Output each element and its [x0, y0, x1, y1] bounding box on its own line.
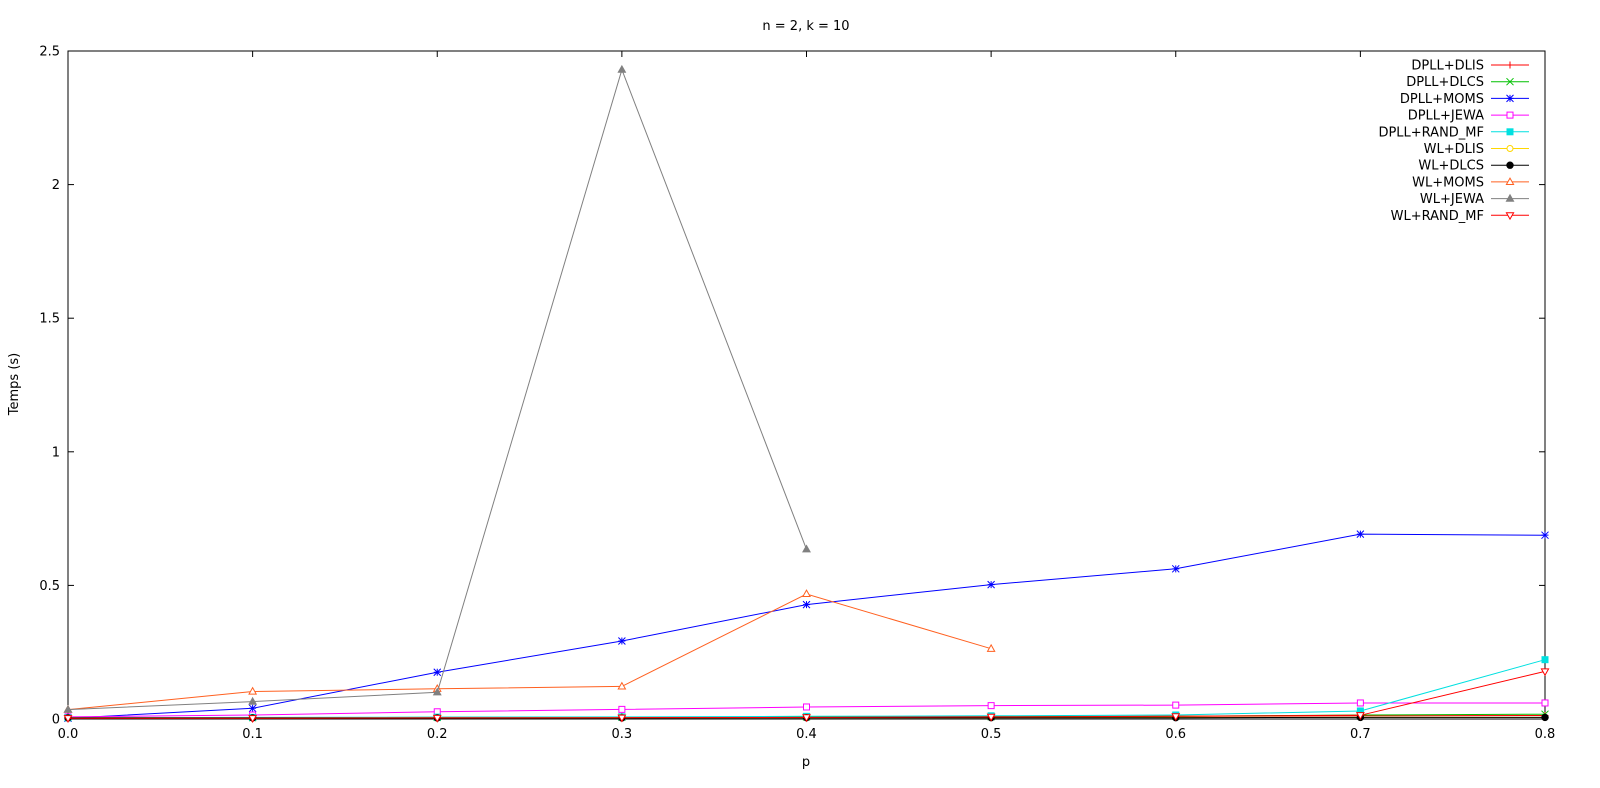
series-layer — [63, 64, 1550, 724]
legend-entry: DPLL+MOMS — [1400, 92, 1529, 107]
data-point — [618, 705, 626, 713]
data-point — [248, 704, 257, 713]
legend-marker — [1506, 77, 1514, 86]
data-point — [432, 687, 442, 696]
data-point — [248, 696, 258, 705]
legend-label: DPLL+MOMS — [1400, 92, 1484, 107]
legend-label: WL+DLIS — [1424, 142, 1484, 157]
legend-label: WL+MOMS — [1412, 175, 1484, 190]
x-tick-label: 0.3 — [612, 727, 633, 742]
series-dpll-moms — [64, 530, 1549, 723]
legend-entry: WL+RAND_MF — [1391, 209, 1529, 224]
x-axis-label: p — [802, 755, 810, 770]
y-tick-label: 0 — [52, 713, 60, 728]
x-tick-label: 0.0 — [58, 727, 79, 742]
legend-marker — [1505, 212, 1515, 221]
x-tick-label: 0.5 — [981, 727, 1002, 742]
data-point — [1171, 564, 1180, 573]
legend-entry: DPLL+RAND_MF — [1378, 125, 1529, 140]
legend-label: WL+DLCS — [1418, 159, 1484, 174]
data-point — [987, 702, 995, 710]
data-point — [63, 704, 73, 713]
y-tick-label: 1.5 — [39, 312, 60, 327]
legend-label: DPLL+DLCS — [1406, 75, 1484, 90]
y-tick-label: 2 — [52, 178, 60, 193]
data-point — [617, 64, 627, 73]
data-point — [63, 715, 73, 724]
series-dpll-rand-mf — [64, 656, 1549, 722]
data-point — [1541, 699, 1549, 707]
data-point — [432, 714, 442, 723]
legend-entry: WL+JEWA — [1420, 192, 1529, 207]
series-line — [67, 593, 992, 711]
x-tick-label: 0.2 — [427, 727, 448, 742]
data-point — [987, 580, 995, 589]
legend-marker — [1506, 111, 1514, 119]
legend-entry: WL+DLCS — [1418, 159, 1529, 174]
plot-border — [67, 50, 1546, 720]
legend-label: DPLL+DLIS — [1411, 59, 1484, 74]
legend-marker — [1506, 161, 1514, 169]
data-point — [248, 715, 258, 724]
y-tick-label: 0.5 — [39, 579, 60, 594]
data-point — [802, 544, 811, 553]
data-point — [1541, 656, 1549, 664]
data-point — [1541, 713, 1549, 722]
series-wl-rand-mf — [63, 668, 1550, 724]
legend-label: WL+JEWA — [1420, 192, 1484, 207]
x-tick-label: 0.4 — [796, 727, 817, 742]
legend-entry: DPLL+DLIS — [1411, 59, 1529, 74]
y-tick-label: 1 — [52, 445, 60, 460]
data-point — [803, 703, 810, 711]
x-tick-label: 0.7 — [1350, 727, 1371, 742]
legend-marker — [1506, 145, 1514, 152]
legend-marker — [1506, 128, 1514, 136]
x-tick-label: 0.8 — [1535, 727, 1556, 742]
data-point — [617, 681, 627, 690]
series-wl-moms — [63, 589, 996, 713]
series-line — [67, 68, 807, 711]
data-point — [248, 686, 258, 695]
data-point — [1540, 668, 1550, 677]
legend-marker — [1506, 61, 1514, 69]
y-axis-ticks: 0 0.5 1 1.5 2 2.5 — [39, 45, 1545, 728]
data-point — [1356, 699, 1364, 707]
legend-marker — [1505, 193, 1515, 202]
legend-label: DPLL+JEWA — [1408, 109, 1484, 124]
legend-entry: WL+MOMS — [1412, 175, 1529, 190]
data-point — [986, 713, 996, 722]
data-point — [1355, 712, 1365, 721]
legend-label: WL+RAND_MF — [1391, 209, 1484, 224]
data-point — [1541, 531, 1549, 540]
legend-marker — [1506, 94, 1514, 103]
x-tick-label: 0.6 — [1165, 727, 1186, 742]
x-tick-label: 0.1 — [242, 727, 263, 742]
y-axis-label: Temps (s) — [7, 353, 22, 416]
chart-title: n = 2, k = 10 — [762, 19, 849, 34]
data-point — [1171, 713, 1181, 722]
series-wl-jewa — [63, 64, 811, 713]
legend-label: DPLL+RAND_MF — [1378, 125, 1484, 140]
data-point — [986, 643, 996, 652]
legend-entry: DPLL+JEWA — [1408, 109, 1529, 124]
data-point — [802, 600, 811, 609]
x-axis-ticks: 0.0 0.1 0.2 0.3 0.4 0.5 0.6 0.7 0.8 — [58, 51, 1556, 742]
data-point — [1172, 701, 1180, 709]
plot-frame — [67, 50, 1546, 720]
legend-marker — [1505, 177, 1515, 185]
data-point — [617, 714, 627, 723]
data-point — [802, 714, 811, 723]
y-tick-label: 2.5 — [39, 45, 60, 60]
data-point — [802, 589, 811, 598]
data-point — [1356, 530, 1365, 538]
series-line — [68, 670, 1546, 719]
legend-entry: WL+DLIS — [1424, 142, 1529, 157]
legend-entry: DPLL+DLCS — [1406, 75, 1529, 90]
data-point — [433, 668, 442, 677]
data-point — [618, 637, 626, 645]
